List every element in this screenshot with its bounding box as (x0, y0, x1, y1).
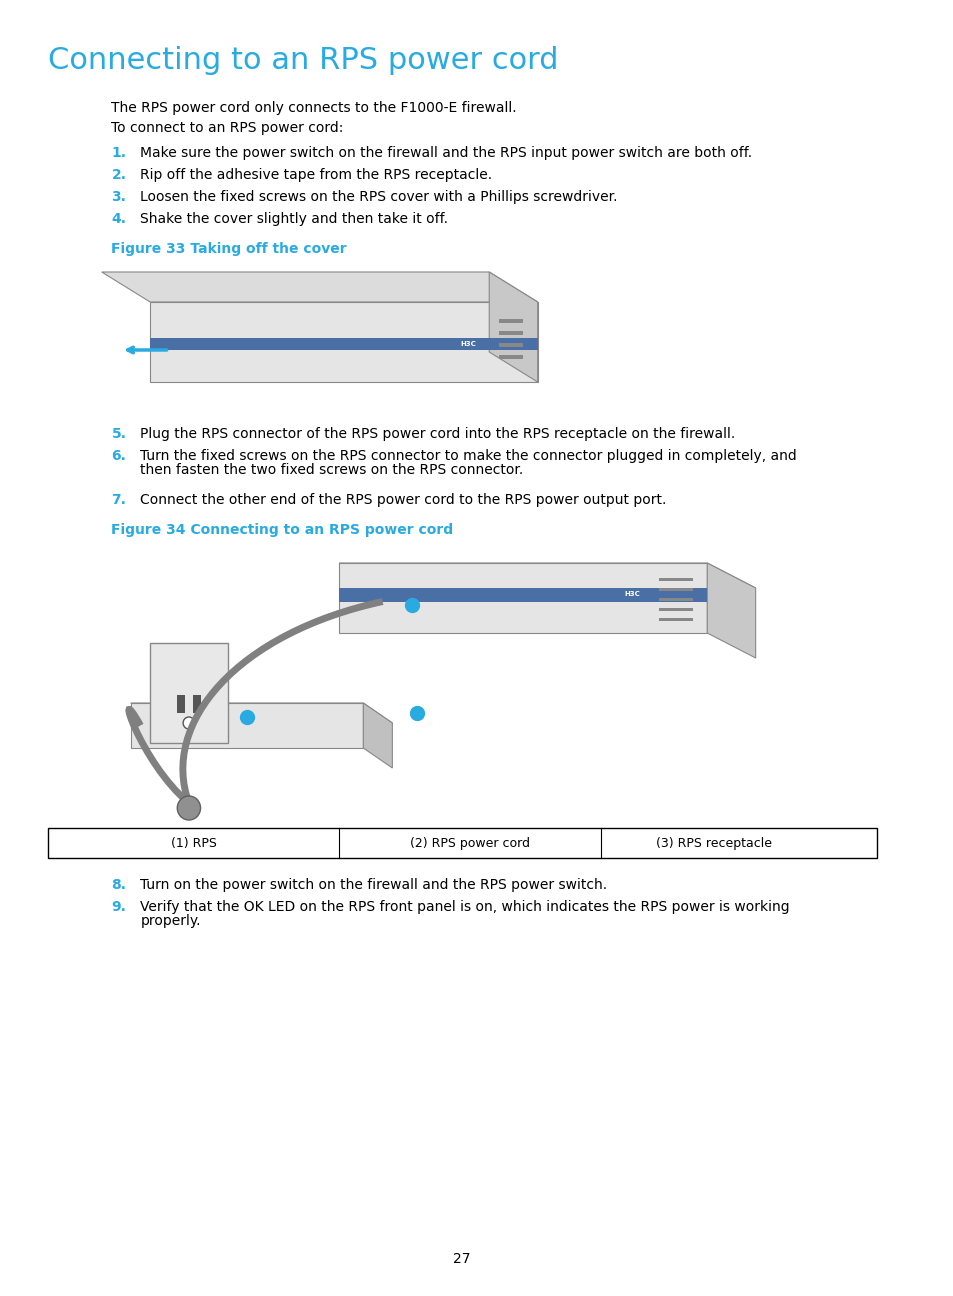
Text: Connecting to an RPS power cord: Connecting to an RPS power cord (49, 45, 558, 75)
Text: (1) RPS: (1) RPS (171, 836, 216, 849)
Text: Shake the cover slightly and then take it off.: Shake the cover slightly and then take i… (140, 213, 448, 226)
Text: Turn on the power switch on the firewall and the RPS power switch.: Turn on the power switch on the firewall… (140, 877, 607, 892)
Text: 6.: 6. (112, 448, 126, 463)
Bar (659, 588, 692, 591)
Text: (3) RPS receptacle: (3) RPS receptacle (656, 836, 771, 849)
Text: 7.: 7. (112, 492, 126, 507)
Bar (177, 695, 185, 713)
Bar (498, 330, 522, 334)
Polygon shape (102, 272, 537, 302)
Polygon shape (150, 302, 537, 382)
Text: 1.: 1. (112, 146, 127, 159)
Polygon shape (489, 272, 537, 382)
Bar (659, 597, 692, 601)
Text: H3C: H3C (624, 591, 640, 596)
Text: Make sure the power switch on the firewall and the RPS input power switch are bo: Make sure the power switch on the firewa… (140, 146, 752, 159)
Bar (659, 618, 692, 621)
Text: Figure 33 Taking off the cover: Figure 33 Taking off the cover (112, 242, 347, 257)
Text: 9.: 9. (112, 899, 126, 914)
Bar (150, 643, 228, 743)
Text: (2) RPS power cord: (2) RPS power cord (410, 836, 529, 849)
Polygon shape (150, 338, 537, 350)
Text: 3.: 3. (112, 191, 126, 203)
Bar (659, 608, 692, 610)
Text: Connect the other end of the RPS power cord to the RPS power output port.: Connect the other end of the RPS power c… (140, 492, 666, 507)
Bar (498, 319, 522, 323)
Text: Rip off the adhesive tape from the RPS receptacle.: Rip off the adhesive tape from the RPS r… (140, 168, 492, 181)
Polygon shape (338, 562, 706, 632)
Text: then fasten the two fixed screws on the RPS connector.: then fasten the two fixed screws on the … (140, 463, 523, 477)
Bar (659, 578, 692, 581)
Polygon shape (706, 562, 755, 658)
Polygon shape (131, 702, 363, 748)
Text: Figure 34 Connecting to an RPS power cord: Figure 34 Connecting to an RPS power cor… (112, 524, 453, 537)
Bar (193, 695, 200, 713)
Text: 4.: 4. (112, 213, 127, 226)
Text: Loosen the fixed screws on the RPS cover with a Phillips screwdriver.: Loosen the fixed screws on the RPS cover… (140, 191, 618, 203)
Text: 5.: 5. (112, 426, 127, 441)
Bar (49, 828, 876, 858)
Text: properly.: properly. (140, 914, 201, 928)
Text: 27: 27 (453, 1252, 471, 1266)
Text: Turn the fixed screws on the RPS connector to make the connector plugged in comp: Turn the fixed screws on the RPS connect… (140, 448, 797, 463)
Circle shape (177, 796, 200, 820)
Text: H3C: H3C (459, 341, 476, 346)
Text: 8.: 8. (112, 877, 127, 892)
Polygon shape (338, 562, 755, 588)
Text: Verify that the OK LED on the RPS front panel is on, which indicates the RPS pow: Verify that the OK LED on the RPS front … (140, 899, 789, 914)
Polygon shape (338, 587, 706, 601)
Bar (498, 355, 522, 359)
Text: To connect to an RPS power cord:: To connect to an RPS power cord: (112, 121, 343, 135)
Polygon shape (363, 702, 392, 769)
Circle shape (183, 717, 194, 728)
Text: The RPS power cord only connects to the F1000-E firewall.: The RPS power cord only connects to the … (112, 101, 517, 115)
Bar (498, 343, 522, 347)
Text: Plug the RPS connector of the RPS power cord into the RPS receptacle on the fire: Plug the RPS connector of the RPS power … (140, 426, 735, 441)
Text: 2.: 2. (112, 168, 127, 181)
Polygon shape (131, 702, 392, 723)
